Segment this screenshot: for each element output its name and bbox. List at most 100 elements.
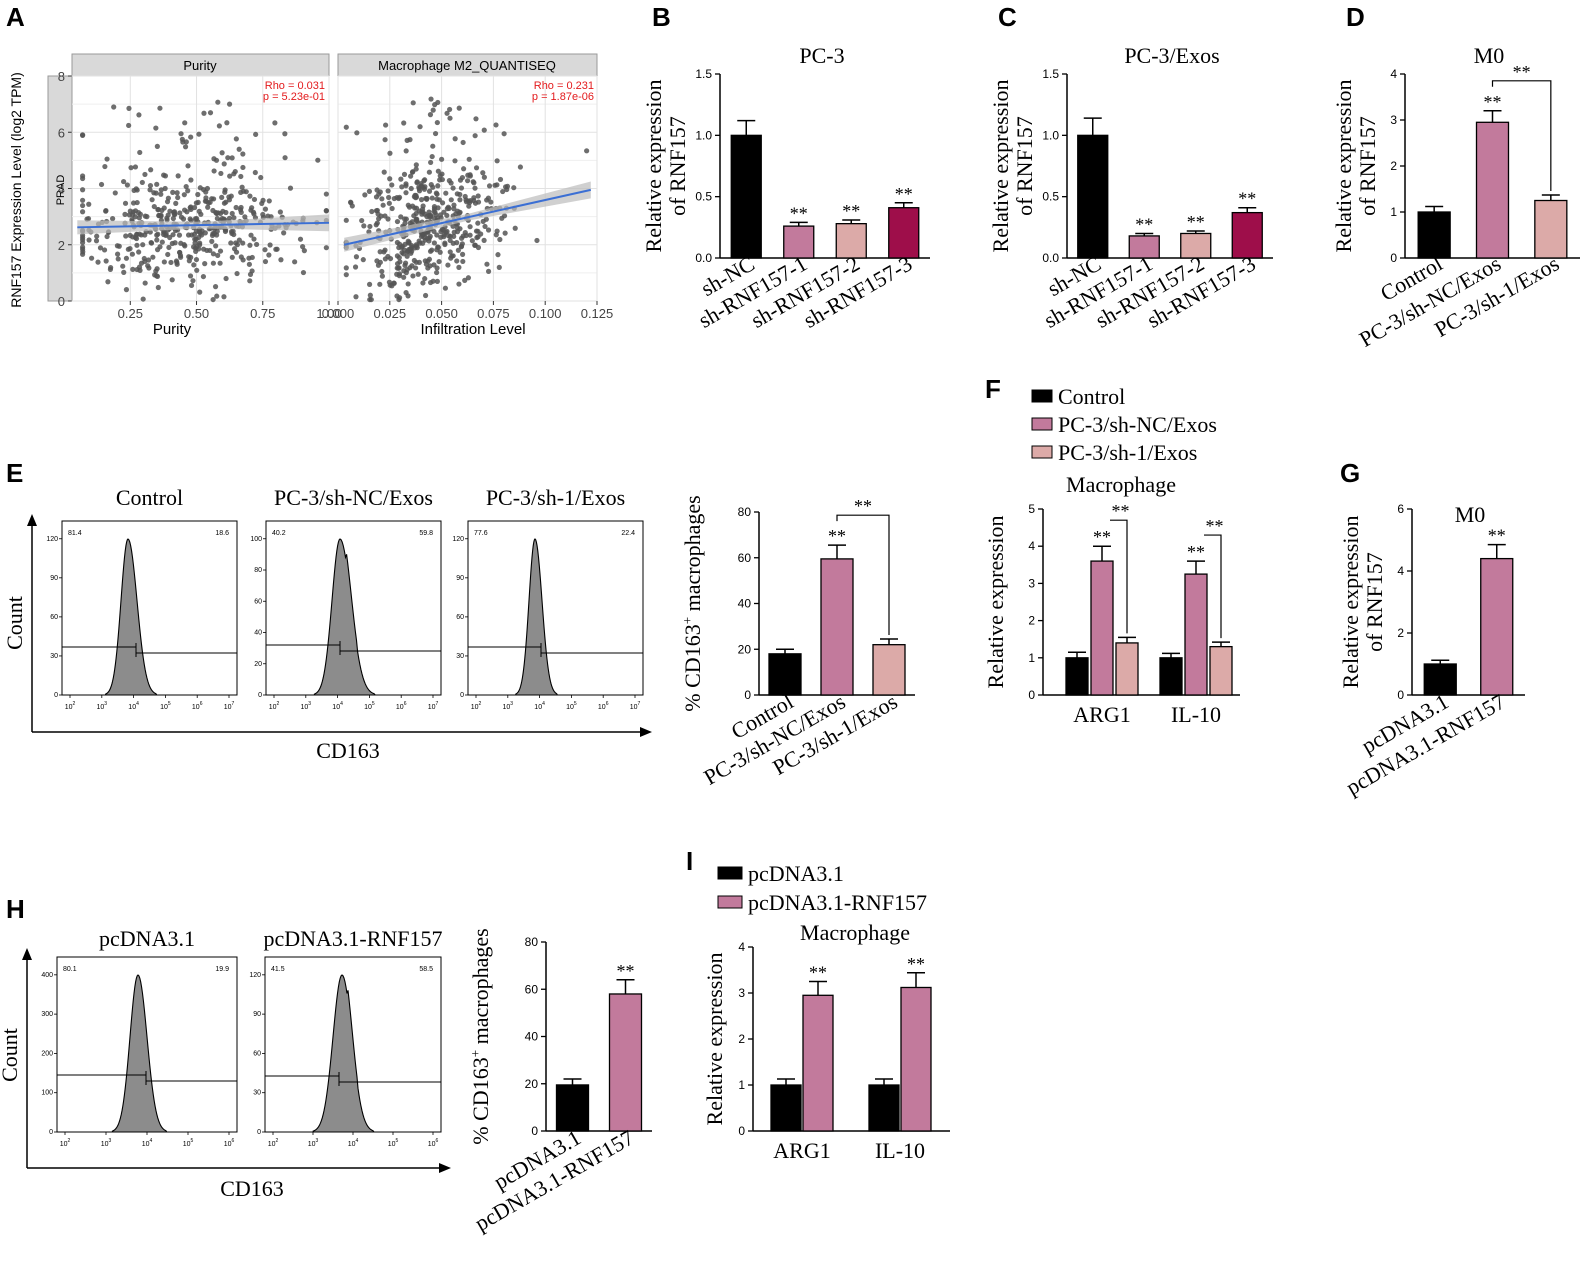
panel-e-x-arrow-head [640, 727, 652, 737]
panel-a-left-point [233, 136, 239, 142]
ylabel-line-1: Relative expression [1331, 80, 1356, 253]
panel-a-right-point [447, 237, 453, 244]
panel-a-left-point [214, 293, 220, 299]
panel-a-left-point [79, 132, 86, 138]
panel-a-right-point [429, 247, 435, 253]
panel-a-left-point [178, 131, 184, 137]
panel-a-right-point [353, 254, 360, 260]
panel-a-left-point [211, 196, 217, 202]
panel-a-right-point [360, 257, 366, 263]
panel-a-left-point [174, 190, 180, 196]
panel-a-ytick-label: 6 [58, 125, 65, 140]
xtick-base: 10 [142, 1141, 150, 1148]
panel-e-flow-plot-2-left-pct: 40.2 [272, 530, 286, 537]
panel-e-flow-plot-3-ytick-label: 60 [456, 614, 464, 621]
panel-a-left-point [112, 190, 118, 196]
panel-b-bar [888, 207, 920, 259]
panel-a-right-xtick-label: 0.125 [581, 306, 614, 321]
panel-a-right-point [387, 150, 393, 156]
panel-a-left-point [126, 105, 132, 111]
xtick-exponent: 3 [109, 1138, 112, 1144]
panel-a-right-point [470, 179, 476, 185]
panel-h-flow-plot-1-histogram [111, 974, 168, 1133]
panel-a-right-point [396, 194, 403, 201]
panel-e-flow-plot-3-xtick-label: 103 [503, 701, 514, 711]
panel-a-left-point [297, 236, 304, 242]
panel-a-left-point [238, 254, 244, 260]
panel-a-right-point [379, 268, 385, 275]
panel-a-left-point [136, 215, 142, 221]
panel-a-left-point [115, 256, 121, 262]
panel-a-left-point [228, 240, 234, 246]
xtick-base: 10 [268, 1141, 276, 1148]
panel-a-left-point [142, 280, 148, 286]
panel-e-flow-plot-2-xtick-label: 105 [364, 701, 375, 711]
panel-a-left-point [315, 157, 321, 163]
panel-a-left-point [154, 266, 160, 272]
panel-a-right-point [378, 213, 384, 219]
ylabel-line-2: of RNF157 [1355, 116, 1380, 216]
panel-b-significance: ** [790, 203, 808, 223]
panel-a-left-point [221, 161, 227, 167]
panel-a-left-point [132, 164, 139, 170]
panel-a-left-point [226, 215, 233, 221]
panel-a-right-point [460, 139, 466, 146]
panel-a-right-point [437, 212, 444, 218]
panel-a-right-point [435, 168, 441, 174]
panel-e-flow-plot-1-xtick-label: 103 [97, 701, 108, 711]
panel-e-flow-plot-2-xtick-label: 102 [269, 701, 280, 711]
panel-e-flow-plot-2-histogram [313, 538, 377, 696]
panel-a-right-point [440, 227, 446, 233]
panel-a-right-point [405, 202, 411, 208]
xtick-base: 10 [224, 704, 232, 711]
panel-a-left-point [134, 187, 140, 193]
panel-a-right-point [400, 251, 407, 257]
panel-a-left-point [149, 197, 155, 203]
panel-a-right-point [386, 279, 393, 285]
panel-a-right-point [467, 232, 473, 238]
panel-e-flow-plot-2-ytick-label: 100 [250, 536, 262, 543]
ylabel-superscript: + [468, 1050, 483, 1057]
panel-a-left-point [103, 258, 109, 264]
panel-b-bar-chart: 0.0 0.5 1.0 1.5 Relative expressionof RNF157… [641, 43, 930, 333]
xtick-exponent: 7 [436, 701, 439, 707]
panel-a-left-point [225, 155, 231, 161]
panel-h-flow-plot-1-ytick-label: 0 [49, 1129, 53, 1136]
panel-a-right-point [424, 196, 430, 202]
panel-a-left-point [168, 259, 174, 266]
panel-c-bar-chart: 0.0 0.5 1.0 1.5 Relative expressionof RNF157… [988, 43, 1273, 333]
panel-h-flow-plot-1-xtick-label: 104 [142, 1138, 153, 1148]
panel-i-legend-label: pcDNA3.1 [748, 861, 844, 886]
panel-a-right-point [512, 225, 518, 231]
panel-a-right-point [456, 105, 462, 111]
panel-a-right-point [373, 208, 379, 214]
panel-a-left-point [97, 245, 104, 251]
panel-a-left-point [190, 244, 197, 250]
panel-a-right-point [499, 215, 505, 221]
panel-a-left-point [226, 101, 233, 107]
panel-a-left-point [301, 248, 307, 254]
panel-f-legend-label: PC-3/sh-NC/Exos [1058, 412, 1217, 437]
panel-a-scatter: RNF157 Expression Level (log2 TPM) PRAD … [8, 53, 614, 338]
panel-h-flow-plot-2-xtick-label: 106 [428, 1138, 439, 1148]
panel-a-left-point [79, 202, 86, 209]
panel-f-category-label: IL-10 [1171, 702, 1221, 727]
panel-a-left-point [252, 169, 258, 176]
xtick-base: 10 [97, 704, 105, 711]
panel-a-right-point [359, 217, 365, 224]
panel-a-right-point [433, 269, 440, 276]
panel-h-bar-significance: ** [617, 961, 635, 981]
panel-a-left-point [213, 157, 220, 163]
panel-a-right-point [362, 192, 368, 198]
panel-h-flow-plot-2-ytick-label: 0 [257, 1129, 261, 1136]
panel-f-significance: ** [1093, 527, 1111, 547]
panel-a-left-point [151, 203, 157, 210]
panel-a-left-point [193, 248, 199, 254]
panel-f-ytick-label: 2 [1028, 614, 1035, 628]
panel-a-right-point [450, 253, 456, 259]
panel-a-left-point [178, 214, 185, 220]
panel-a-left-point [158, 191, 164, 197]
xtick-exponent: 4 [150, 1138, 153, 1144]
